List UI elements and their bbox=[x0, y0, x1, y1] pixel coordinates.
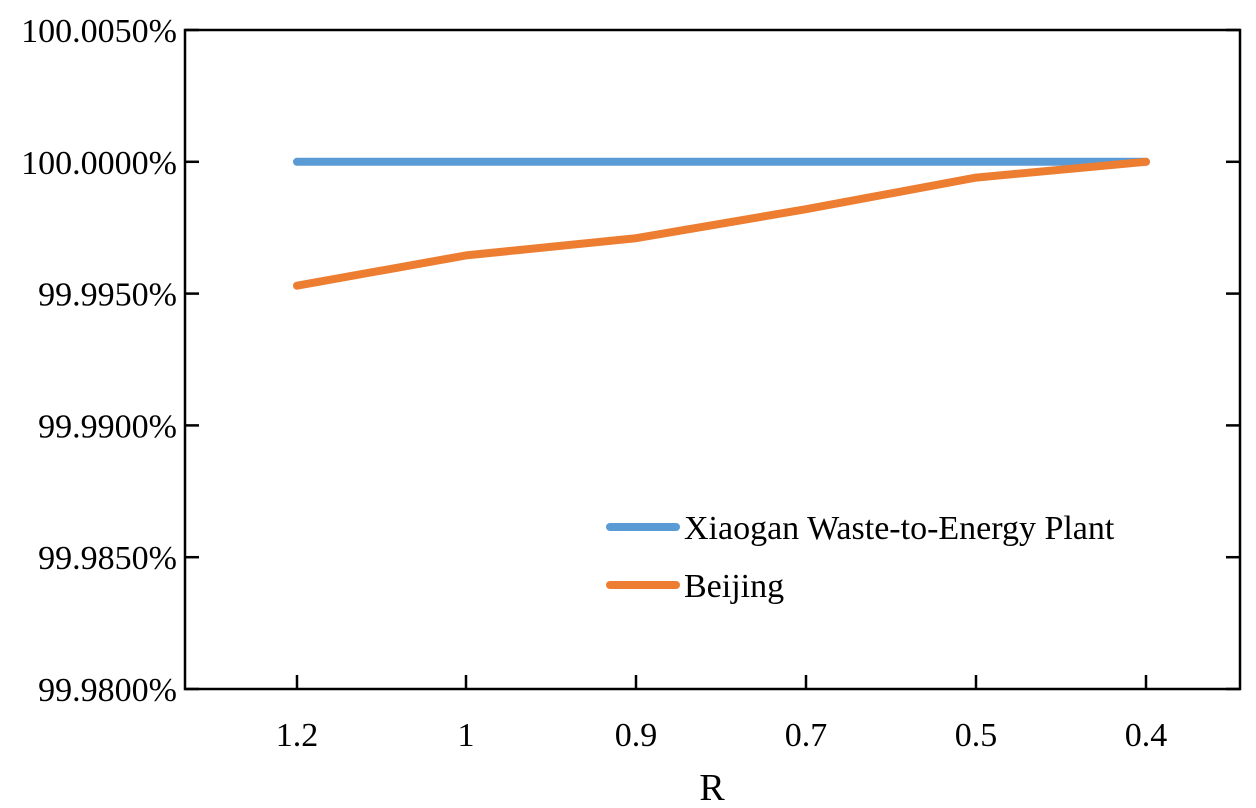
y-tick-label: 100.0000% bbox=[21, 145, 177, 182]
x-axis-title: R bbox=[699, 767, 725, 808]
x-tick-label: 0.9 bbox=[615, 717, 658, 754]
y-tick-label: 99.9900% bbox=[38, 408, 177, 445]
x-tick-label: 0.4 bbox=[1125, 717, 1168, 754]
y-tick-label: 99.9850% bbox=[38, 540, 177, 577]
plot-frame bbox=[183, 28, 1242, 691]
legend-label: Beijing bbox=[684, 568, 784, 605]
y-tick-label: 99.9950% bbox=[38, 277, 177, 314]
x-tick-label: 0.7 bbox=[785, 717, 828, 754]
x-tick-label: 0.5 bbox=[955, 717, 998, 754]
x-tick-label: 1 bbox=[458, 717, 475, 754]
x-tick-label: 1.2 bbox=[276, 717, 319, 754]
series-line-1 bbox=[293, 157, 1150, 290]
y-tick-label: 99.9800% bbox=[38, 672, 177, 709]
y-tick-label: 100.0050% bbox=[21, 13, 177, 50]
legend-label: Xiaogan Waste-to-Energy Plant bbox=[684, 510, 1115, 547]
